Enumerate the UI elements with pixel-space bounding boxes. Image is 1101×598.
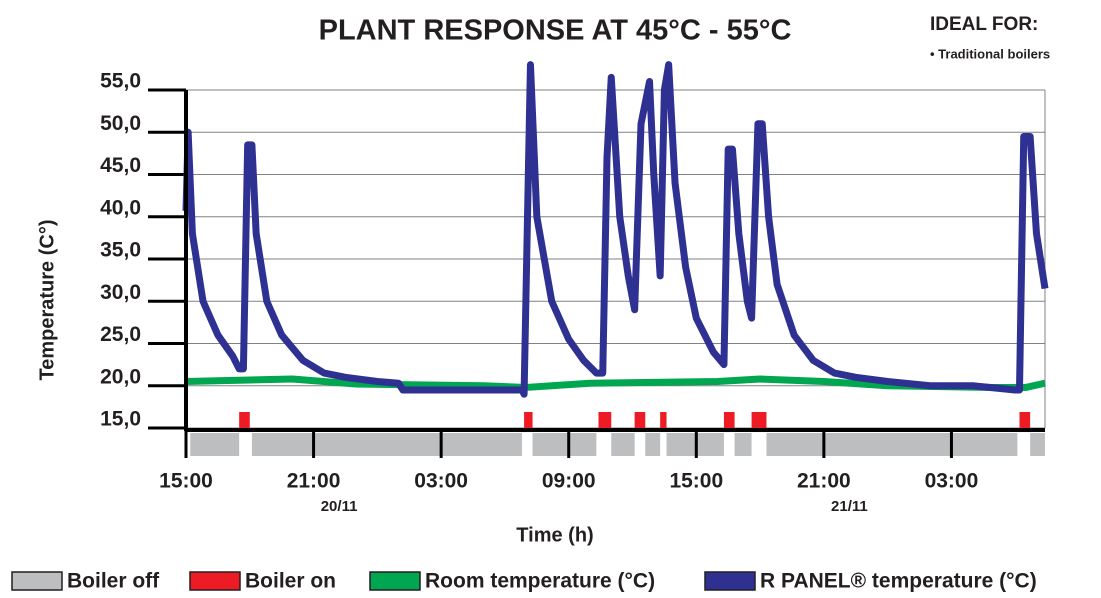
boiler-on-bar	[660, 412, 667, 429]
boiler-on-bar	[751, 412, 767, 429]
x-tick-label: 03:00	[414, 470, 468, 493]
boiler-off-bar	[611, 433, 635, 456]
boiler-on-bar	[524, 412, 533, 429]
y-tick-label: 45,0	[100, 154, 141, 177]
boiler-off-bar	[645, 433, 661, 456]
x-tick-label: 15:00	[669, 470, 723, 493]
y-axis-title: Temperature (C°)	[36, 220, 58, 381]
boiler-off-bar	[532, 433, 597, 456]
note-item: • Traditional boilers	[930, 46, 1050, 61]
y-tick-label: 25,0	[100, 323, 141, 346]
boiler-off-bar	[1030, 433, 1045, 456]
legend-label: Room temperature (°C)	[425, 570, 655, 593]
note-title: IDEAL FOR:	[930, 14, 1038, 35]
y-tick-label: 35,0	[100, 239, 141, 262]
date-label: 20/11	[321, 498, 358, 515]
x-tick-label: 21:00	[797, 470, 851, 493]
boiler-off-bar	[734, 433, 752, 456]
legend-label: R PANEL® temperature (°C)	[760, 570, 1037, 593]
x-tick-label: 03:00	[925, 470, 979, 493]
x-axis-title: Time (h)	[516, 524, 593, 546]
y-tick-label: 20,0	[100, 365, 141, 388]
boiler-off-bar	[251, 433, 522, 456]
legend-swatch	[189, 571, 241, 591]
x-tick-label: 15:00	[159, 470, 213, 493]
y-tick-label: 50,0	[100, 112, 141, 135]
boiler-on-bar	[598, 412, 612, 429]
legend-label: Boiler on	[245, 570, 336, 593]
y-tick-label: 40,0	[100, 196, 141, 219]
y-tick-label: 30,0	[100, 281, 141, 304]
legend-swatch	[369, 571, 421, 591]
boiler-on-bar	[239, 412, 250, 429]
date-label: 21/11	[831, 498, 868, 515]
boiler-off-bar	[190, 433, 240, 456]
legend-label: Boiler off	[67, 570, 160, 593]
x-tick-label: 21:00	[287, 470, 341, 493]
boiler-on-bar	[634, 412, 646, 429]
legend-swatch	[704, 571, 756, 591]
legend-swatch	[11, 571, 63, 591]
series-line	[182, 61, 1049, 398]
boiler-off-bar	[766, 433, 1018, 456]
chart-title: PLANT RESPONSE AT 45°C - 55°C	[319, 15, 792, 47]
y-tick-label: 15,0	[100, 408, 141, 431]
boiler-on-bar	[1019, 412, 1031, 429]
y-tick-label: 55,0	[100, 70, 141, 93]
boiler-on-bar	[723, 412, 735, 429]
x-tick-label: 09:00	[542, 470, 596, 493]
